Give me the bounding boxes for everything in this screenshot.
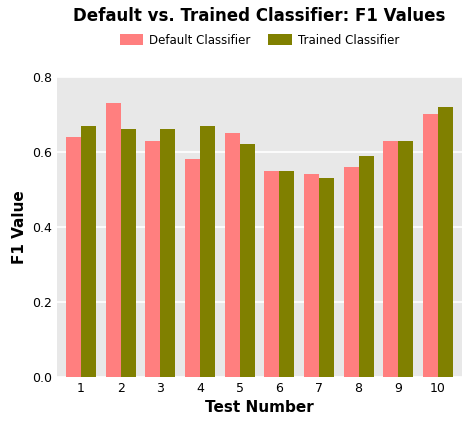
- Bar: [383, 141, 398, 377]
- Bar: [145, 141, 160, 377]
- Bar: [160, 130, 175, 377]
- Bar: [319, 178, 334, 377]
- Bar: [304, 175, 319, 377]
- Bar: [225, 133, 239, 377]
- Bar: [106, 103, 120, 377]
- Bar: [398, 141, 413, 377]
- Bar: [344, 167, 358, 377]
- Title: Default vs. Trained Classifier: F1 Values: Default vs. Trained Classifier: F1 Value…: [73, 7, 446, 26]
- Bar: [279, 171, 294, 377]
- X-axis label: Test Number: Test Number: [205, 400, 314, 415]
- Bar: [239, 145, 255, 377]
- Bar: [200, 126, 215, 377]
- Bar: [264, 171, 279, 377]
- Bar: [438, 107, 453, 377]
- Bar: [358, 156, 374, 377]
- Bar: [66, 137, 81, 377]
- Y-axis label: F1 Value: F1 Value: [12, 190, 27, 264]
- Bar: [120, 130, 136, 377]
- Bar: [81, 126, 96, 377]
- Bar: [185, 160, 200, 377]
- Bar: [423, 115, 438, 377]
- Legend: Default Classifier, Trained Classifier: Default Classifier, Trained Classifier: [115, 29, 404, 51]
